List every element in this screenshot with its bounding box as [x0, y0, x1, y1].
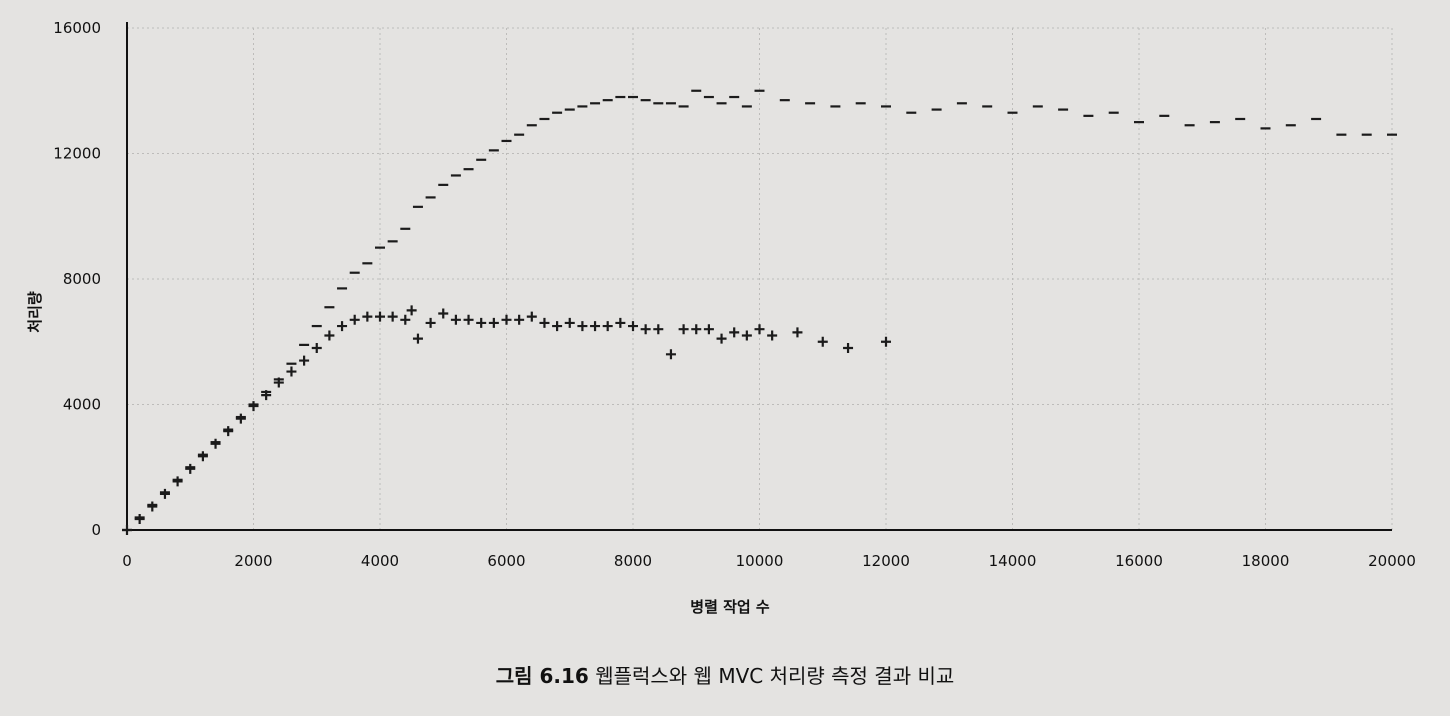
plus-point [590, 321, 601, 332]
plus-point [526, 311, 537, 322]
plus-point [678, 324, 689, 335]
plus-point [640, 324, 651, 335]
plus-point [299, 355, 310, 366]
plus-point [134, 514, 145, 525]
x-tick-label: 4000 [361, 552, 399, 570]
plus-point [767, 330, 778, 341]
plus-point [172, 476, 183, 487]
plus-point [881, 336, 891, 347]
x-tick-label: 0 [122, 552, 132, 570]
y-tick-label: 0 [91, 521, 101, 539]
plus-point [476, 317, 487, 328]
x-tick-label: 10000 [736, 552, 784, 570]
plus-point [703, 324, 714, 335]
plus-point [564, 317, 575, 328]
plus-point [375, 311, 385, 322]
plus-point [628, 321, 638, 332]
plus-point [552, 321, 563, 332]
plus-point [716, 333, 727, 344]
plus-point [337, 321, 348, 332]
x-axis-title: 병렬 작업 수 [690, 598, 770, 616]
plus-point [362, 311, 373, 322]
caption-label: 그림 6.16 [495, 664, 589, 688]
plus-point [387, 311, 398, 322]
grid-lines [127, 27, 1393, 530]
plus-point [450, 314, 461, 325]
plus-point [324, 330, 335, 341]
plus-point [792, 327, 803, 338]
plus-point [235, 413, 246, 424]
plus-point [602, 321, 613, 332]
x-tick-label: 12000 [862, 552, 910, 570]
plus-point [400, 314, 411, 325]
plus-point [185, 463, 196, 474]
plus-point [425, 317, 436, 328]
data-series [122, 89, 1397, 535]
plus-point [615, 317, 626, 328]
plus-point [488, 317, 499, 328]
plus-point [406, 305, 417, 316]
plus-point [210, 438, 221, 449]
plus-point [754, 324, 765, 335]
plus-point [197, 451, 208, 462]
plus-point [514, 314, 525, 325]
plus-point [223, 426, 234, 437]
plus-point [817, 336, 828, 347]
plus-point [147, 501, 158, 512]
plus-point [248, 401, 259, 412]
plus-point [729, 327, 740, 338]
x-tick-label: 16000 [1115, 552, 1163, 570]
y-tick-labels: 0 4000 8000 12000 16000 [53, 19, 101, 539]
x-tick-label: 8000 [614, 552, 652, 570]
x-tick-label: 20000 [1368, 552, 1416, 570]
x-tick-labels: 0 2000 4000 6000 8000 10000 12000 14000 16000 180… [122, 552, 1416, 570]
plus-point [122, 525, 132, 535]
plus-point [286, 366, 297, 377]
plus-point [665, 349, 676, 360]
x-tick-label: 18000 [1242, 552, 1290, 570]
plus-point [539, 317, 550, 328]
x-tick-label: 2000 [234, 552, 272, 570]
plus-point [741, 330, 752, 341]
x-tick-label: 14000 [989, 552, 1037, 570]
x-tick-label: 6000 [487, 552, 525, 570]
axes [126, 22, 1392, 531]
plus-point [349, 314, 360, 325]
throughput-chart: 0 4000 8000 12000 16000 0 2000 4000 6000 8000 100… [26, 19, 1416, 616]
plus-point [691, 324, 702, 335]
figure-caption: 그림 6.16 웹플럭스와 웹 MVC 처리량 측정 결과 비교 [0, 660, 1450, 689]
plus-point [311, 343, 322, 354]
caption-text: 웹플럭스와 웹 MVC 처리량 측정 결과 비교 [595, 664, 955, 688]
plus-point [653, 324, 664, 335]
plus-point [412, 333, 423, 344]
plus-point [159, 488, 170, 499]
plus-point [438, 308, 449, 319]
plus-point [463, 314, 474, 325]
plus-point [261, 390, 272, 401]
y-axis-title: 처리량 [26, 291, 44, 333]
series-2 [122, 305, 891, 535]
y-tick-label: 12000 [53, 145, 101, 163]
y-tick-label: 16000 [53, 19, 101, 37]
y-tick-label: 4000 [63, 396, 101, 414]
plus-point [843, 343, 854, 354]
plus-point [273, 377, 284, 388]
plus-point [501, 314, 512, 325]
plus-point [577, 321, 588, 332]
y-tick-label: 8000 [63, 270, 101, 288]
